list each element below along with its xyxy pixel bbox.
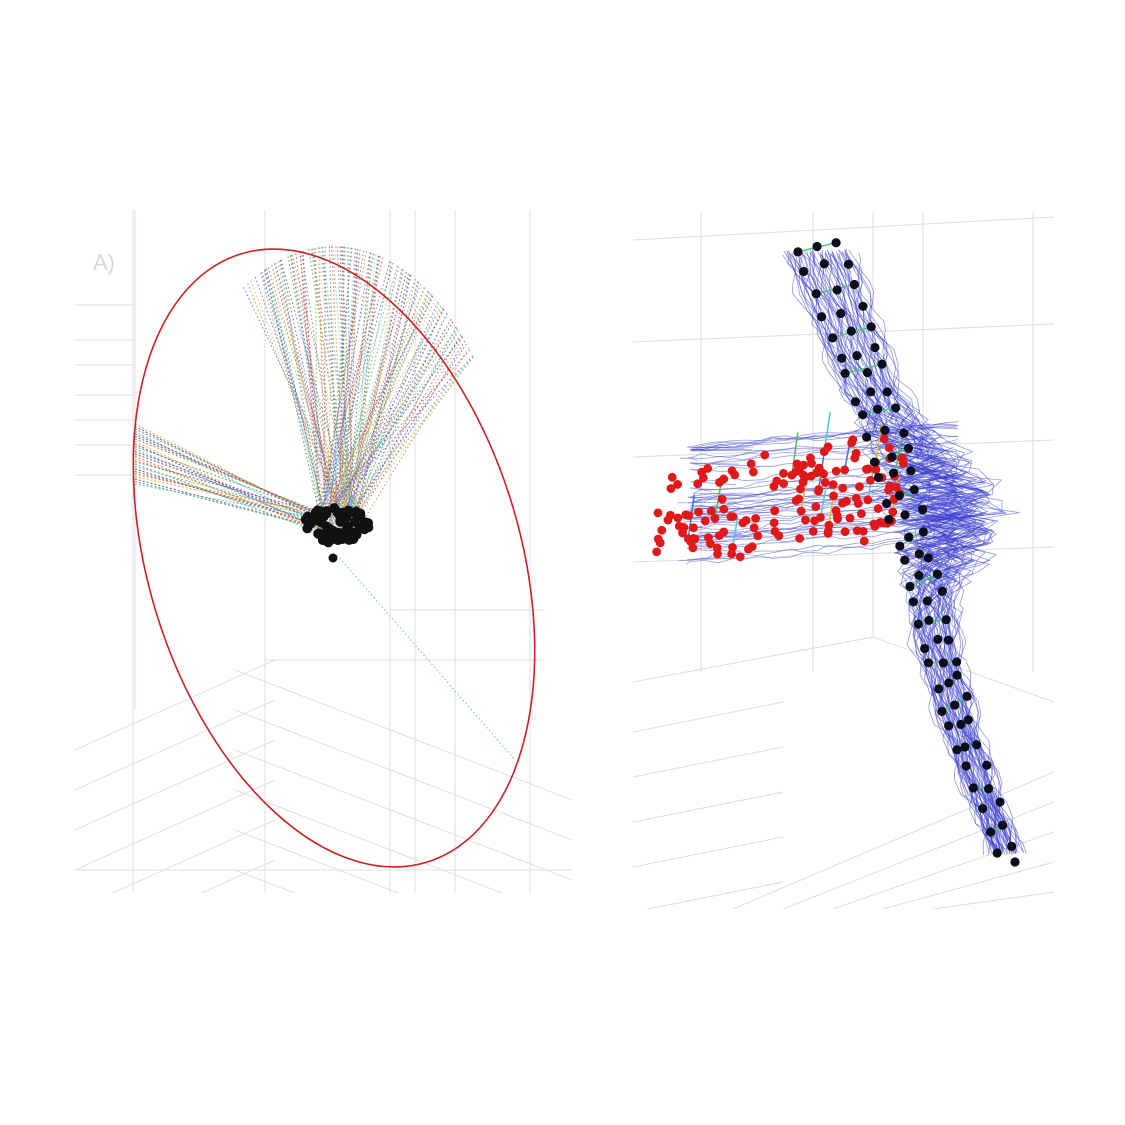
panel-label: A) xyxy=(93,250,115,275)
right-panel-3d-plot xyxy=(633,212,1054,909)
left-plot-canvas xyxy=(75,210,572,893)
left-panel-3d-plot: A) xyxy=(75,210,572,893)
left-trajectory-rays xyxy=(134,246,516,761)
left-grid-lines xyxy=(75,210,572,893)
endpoint-cluster xyxy=(300,503,374,563)
boundary-ellipse xyxy=(132,248,536,868)
target-marker-cluster xyxy=(793,238,1020,867)
right-plot-canvas xyxy=(633,212,1054,909)
